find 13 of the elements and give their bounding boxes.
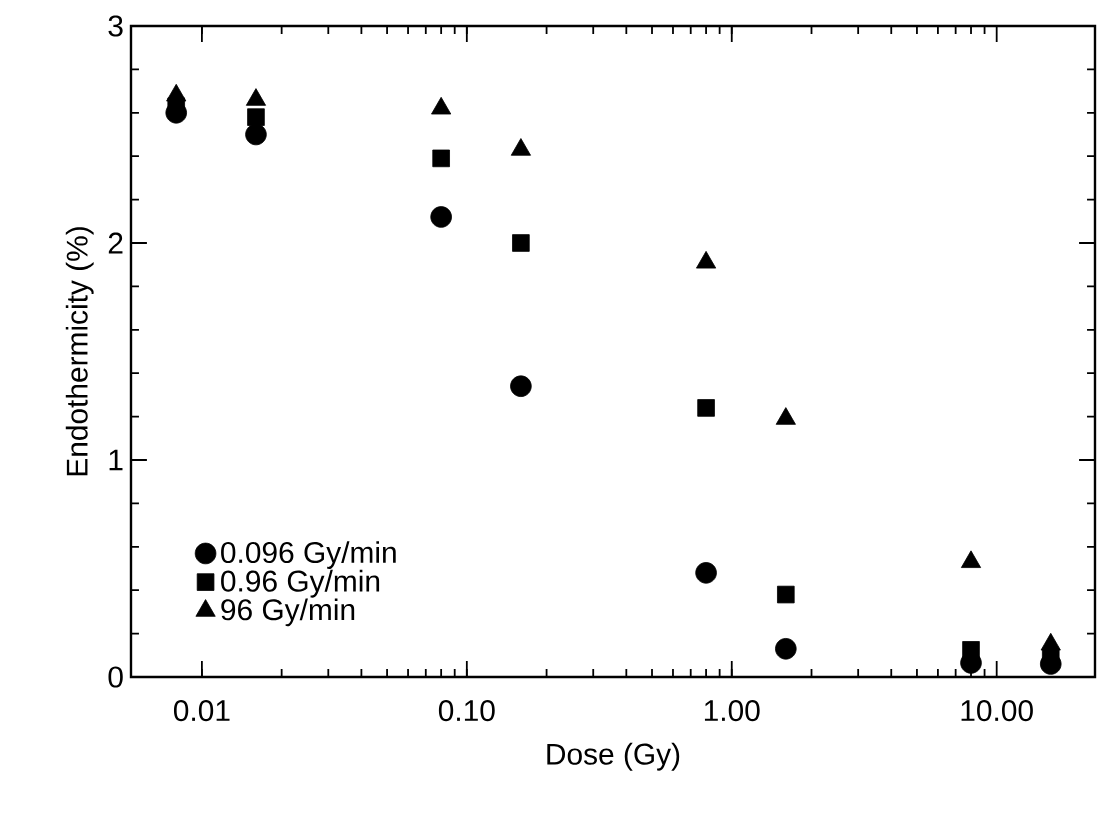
y-tick-label: 0: [108, 666, 123, 688]
legend-label: 0.96 Gy/min: [221, 569, 380, 598]
legend-label: 96 Gy/min: [221, 598, 355, 627]
x-tick-label: 10.00: [961, 699, 1033, 722]
y-tick-label: 3: [108, 15, 123, 37]
x-tick-label: 0.01: [173, 699, 230, 722]
x-tick-label: 1.00: [704, 699, 760, 722]
x-axis-title: Dose (Gy): [547, 742, 680, 771]
y-axis-title: Endothermicity (%): [65, 227, 94, 476]
y-tick-label: 1: [109, 449, 123, 471]
y-tick-label: 2: [108, 232, 123, 254]
legend-label: 0.096 Gy/min: [221, 541, 396, 569]
x-tick-label: 0.10: [438, 699, 495, 722]
